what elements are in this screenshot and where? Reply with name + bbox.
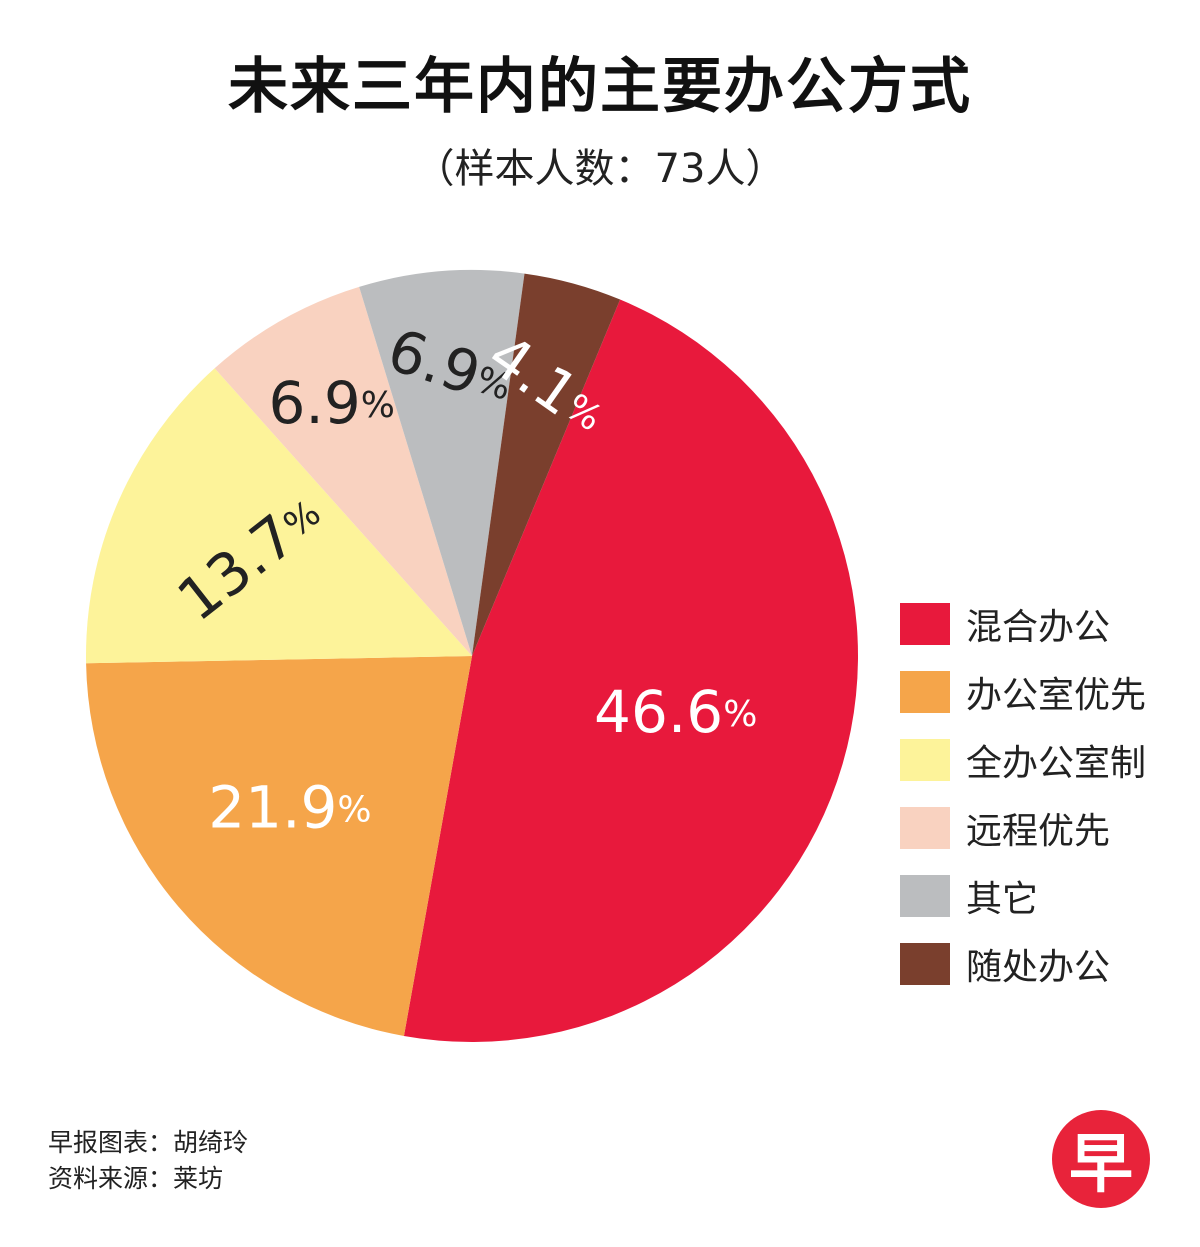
- credits: 早报图表：胡绮玲 资料来源：莱坊: [48, 1125, 248, 1197]
- legend-swatch: [900, 671, 950, 713]
- legend-item: 其它: [900, 872, 1146, 920]
- slice-value-label: 21.9%: [208, 773, 371, 841]
- pie-slice: [472, 273, 621, 656]
- pie-slice: [86, 656, 472, 1036]
- legend-swatch: [900, 739, 950, 781]
- slice-value-label: 6.9%: [269, 369, 395, 437]
- legend-swatch: [900, 875, 950, 917]
- legend-label: 随处办公: [966, 947, 1111, 988]
- legend-item: 远程优先: [900, 804, 1146, 852]
- slice-value-label: 46.6%: [594, 678, 757, 746]
- credit-chart-author: 早报图表：胡绮玲: [48, 1128, 249, 1157]
- legend-item: 全办公室制: [900, 736, 1146, 784]
- legend-swatch: [900, 943, 950, 985]
- legend-label: 办公室优先: [966, 675, 1147, 716]
- legend-label: 远程优先: [966, 811, 1111, 852]
- legend-item: 办公室优先: [900, 668, 1146, 716]
- chart-subtitle: （样本人数：73人）: [414, 146, 786, 192]
- zaobao-logo: 早: [1052, 1110, 1150, 1208]
- pie-slice: [86, 368, 472, 664]
- credit-source: 资料来源：莱坊: [48, 1164, 224, 1193]
- legend: 混合办公办公室优先全办公室制远程优先其它随处办公: [900, 600, 1146, 1008]
- pie-slice: [214, 286, 472, 656]
- legend-label: 其它: [966, 879, 1039, 920]
- pie-slice: [359, 270, 525, 656]
- legend-item: 混合办公: [900, 600, 1146, 648]
- legend-label: 混合办公: [966, 607, 1111, 648]
- legend-swatch: [900, 603, 950, 645]
- pie-slice: [403, 299, 859, 1042]
- chart-title: 未来三年内的主要办公方式: [228, 52, 972, 122]
- legend-swatch: [900, 807, 950, 849]
- legend-item: 随处办公: [900, 940, 1146, 988]
- legend-label: 全办公室制: [966, 743, 1147, 784]
